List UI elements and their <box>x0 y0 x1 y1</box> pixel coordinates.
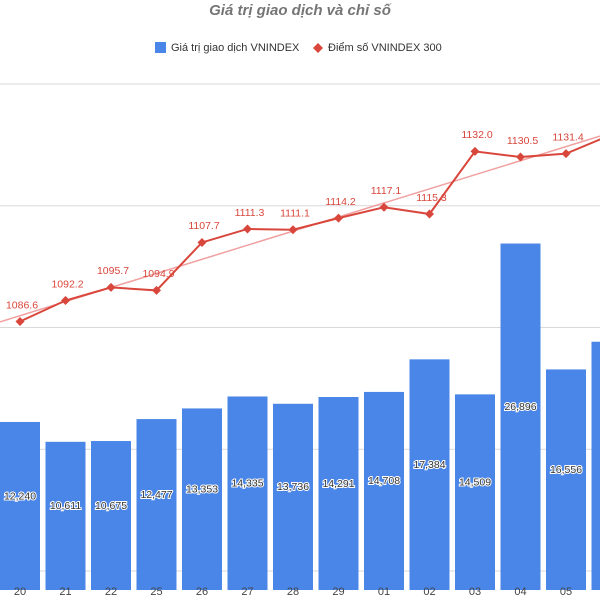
bar <box>0 421 40 590</box>
point <box>61 296 70 306</box>
data-label: 1095.7 <box>97 265 129 277</box>
x-tick-label: 25 <box>150 586 162 598</box>
bar <box>136 419 177 590</box>
x-tick-label: 28 <box>287 586 299 598</box>
data-label: 1092.2 <box>51 278 83 290</box>
bar <box>318 397 359 590</box>
x-tick-label: 20 <box>14 586 26 598</box>
point <box>379 202 389 212</box>
legend-label: Điểm số VNINDEX 300 <box>328 42 442 54</box>
legend-swatch <box>313 43 323 53</box>
point <box>15 317 25 327</box>
bar <box>455 394 495 590</box>
data-label: 1114.2 <box>325 196 356 208</box>
legend-swatch <box>155 42 166 53</box>
data-label: 1111.1 <box>280 208 310 220</box>
data-label: 13,736 <box>277 481 309 493</box>
point <box>561 149 571 159</box>
point <box>243 224 252 234</box>
chart-title: Giá trị giao dịch và chỉ số <box>209 2 392 19</box>
x-tick-label: 05 <box>560 586 572 598</box>
data-label: 16,556 <box>550 464 582 476</box>
x-tick-label: 22 <box>105 586 117 598</box>
data-label: 13,353 <box>186 483 218 495</box>
x-tick-label: 04 <box>514 586 526 598</box>
data-label: 1094.9 <box>142 268 174 280</box>
legend: Giá trị giao dịch VNINDEX Điểm số VNINDE… <box>155 42 442 54</box>
data-label: 1115.3 <box>416 192 447 204</box>
data-label: 1111.3 <box>235 207 265 219</box>
point <box>334 213 343 223</box>
x-tick-label: 21 <box>59 586 71 598</box>
data-label: 12,477 <box>140 489 172 501</box>
point <box>470 146 480 156</box>
bar <box>182 408 222 590</box>
point <box>288 225 298 235</box>
x-tick-label: 03 <box>469 586 481 598</box>
x-tick-label: 29 <box>332 586 344 598</box>
x-tick-label: 01 <box>378 586 390 598</box>
bar <box>45 441 86 590</box>
line <box>19 138 600 323</box>
bar <box>364 391 404 590</box>
point <box>197 237 207 247</box>
data-label: 10,611 <box>50 500 81 512</box>
point <box>516 152 525 162</box>
data-label: 1132.0 <box>461 129 492 141</box>
data-label: 1107.7 <box>188 220 219 232</box>
data-label: 14,509 <box>459 476 491 488</box>
bar <box>273 403 313 590</box>
data-label: 12,240 <box>4 490 36 502</box>
data-label: 1130.5 <box>507 135 538 147</box>
bar <box>500 243 541 590</box>
bar <box>409 359 450 590</box>
bar <box>591 341 600 590</box>
x-tick-label: 27 <box>241 586 253 598</box>
x-tick-label: 26 <box>196 586 208 598</box>
data-label: 17,384 <box>413 459 445 471</box>
data-label: 10,675 <box>95 500 127 512</box>
bar <box>546 369 586 590</box>
bar <box>227 396 268 590</box>
point <box>425 209 434 219</box>
data-label: 1086.6 <box>6 299 38 311</box>
data-label: 14,708 <box>368 475 400 487</box>
data-label: 26,896 <box>504 401 536 413</box>
legend-label: Giá trị giao dịch VNINDEX <box>171 42 300 54</box>
data-label: 1131.4 <box>552 131 583 143</box>
bar <box>91 441 131 590</box>
data-label: 14,335 <box>231 478 263 490</box>
data-label: 14,291 <box>322 478 354 490</box>
x-tick-label: 02 <box>423 586 435 598</box>
point <box>106 282 116 292</box>
data-label: 1117.1 <box>371 185 402 197</box>
point <box>152 285 161 295</box>
